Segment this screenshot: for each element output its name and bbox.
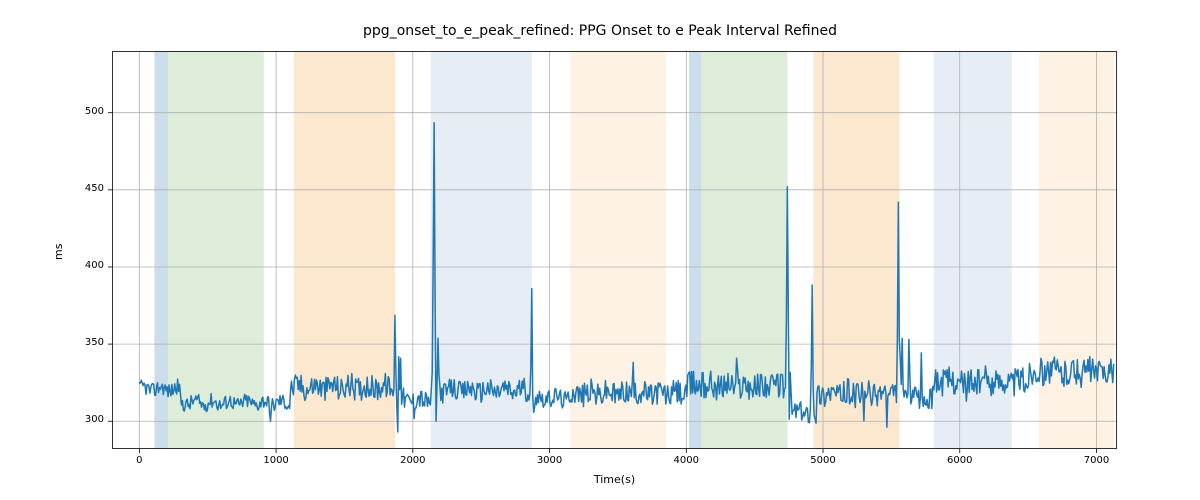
x-tick-label: 0	[119, 455, 159, 466]
y-tick-label: 500	[85, 106, 104, 117]
y-tick-label: 350	[85, 337, 104, 348]
plot-svg	[112, 51, 1117, 449]
x-tick-label: 5000	[803, 455, 843, 466]
y-tick-label: 400	[85, 260, 104, 271]
plot-area	[112, 51, 1117, 449]
x-tick-label: 3000	[530, 455, 570, 466]
x-tick-label: 7000	[1076, 455, 1116, 466]
x-tick-label: 6000	[940, 455, 980, 466]
chart-container: ppg_onset_to_e_peak_refined: PPG Onset t…	[0, 0, 1200, 500]
chart-title: ppg_onset_to_e_peak_refined: PPG Onset t…	[0, 23, 1200, 39]
y-tick-label: 300	[85, 414, 104, 425]
x-tick-label: 4000	[666, 455, 706, 466]
y-axis-label: ms	[52, 244, 65, 260]
y-tick-label: 450	[85, 183, 104, 194]
x-tick-label: 2000	[393, 455, 433, 466]
x-axis-label: Time(s)	[112, 473, 1117, 486]
x-tick-label: 1000	[256, 455, 296, 466]
